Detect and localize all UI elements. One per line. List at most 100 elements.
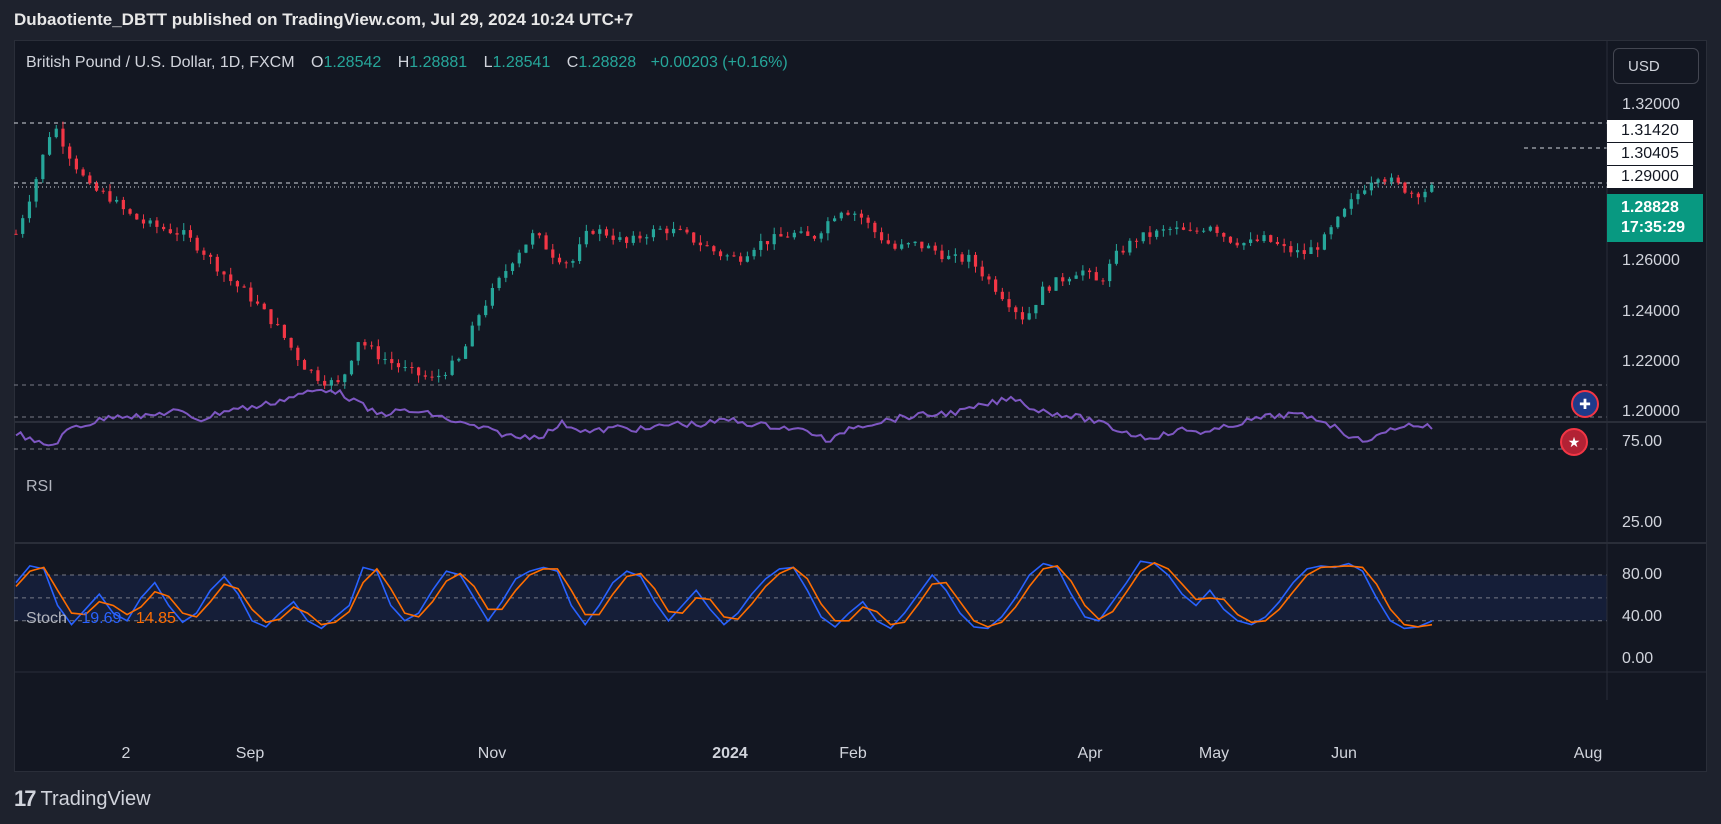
candle-body bbox=[792, 232, 796, 238]
candle-body bbox=[1416, 193, 1420, 198]
level-label-3: 1.29000 bbox=[1607, 166, 1693, 188]
candle-body bbox=[812, 235, 817, 239]
candle-body bbox=[832, 218, 837, 222]
candle-body bbox=[141, 219, 146, 224]
candle-body bbox=[27, 201, 32, 219]
stoch-tick-label: 40.00 bbox=[1622, 608, 1662, 625]
candle-body bbox=[1108, 263, 1112, 282]
legend-open: 1.28542 bbox=[323, 54, 382, 71]
legend-low-label: L bbox=[483, 54, 493, 71]
candle-body bbox=[1007, 299, 1011, 308]
candle-body bbox=[1369, 182, 1373, 191]
candle-body bbox=[1081, 270, 1085, 276]
stoch-label: Stoch bbox=[26, 610, 67, 627]
candle-body bbox=[1262, 235, 1266, 242]
candle-body bbox=[1141, 232, 1145, 242]
legend-low: 1.28541 bbox=[492, 54, 551, 71]
candle-body bbox=[349, 360, 354, 375]
candle-body bbox=[34, 179, 38, 202]
rsi-tick-label: 75.00 bbox=[1622, 433, 1662, 450]
candle-body bbox=[1302, 250, 1306, 255]
candle-body bbox=[1275, 241, 1280, 245]
candle-body bbox=[1000, 291, 1004, 300]
candle-body bbox=[188, 230, 193, 238]
candle-body bbox=[987, 276, 991, 280]
candle-body bbox=[913, 241, 917, 244]
candle-body bbox=[1423, 191, 1427, 198]
candle-body bbox=[598, 229, 602, 234]
candle-body bbox=[1295, 250, 1300, 253]
legend-change: +0.00203 (+0.16%) bbox=[650, 54, 788, 71]
candle-body bbox=[390, 359, 394, 364]
candle-body bbox=[645, 237, 649, 239]
candle-body bbox=[443, 374, 448, 376]
candle-body bbox=[846, 212, 850, 215]
candle-body bbox=[410, 367, 414, 369]
rsi-tick-label: 25.00 bbox=[1622, 514, 1662, 531]
candle-body bbox=[678, 228, 682, 230]
candle-body bbox=[1208, 226, 1212, 231]
price-tick-label: 1.22000 bbox=[1622, 353, 1680, 370]
stoch-d-line bbox=[15, 561, 1433, 628]
time-tick-label: Feb bbox=[839, 745, 867, 762]
candle-body bbox=[463, 346, 468, 359]
candle-body bbox=[1188, 229, 1192, 231]
candle-body bbox=[544, 235, 548, 250]
stoch-k-line bbox=[15, 560, 1433, 630]
currency-button[interactable]: USD bbox=[1613, 48, 1699, 84]
candle-body bbox=[1134, 240, 1139, 242]
candle-body bbox=[1014, 307, 1018, 313]
candle-body bbox=[906, 243, 911, 245]
candle-body bbox=[54, 128, 58, 138]
candle-body bbox=[1249, 239, 1253, 243]
candle-body bbox=[370, 345, 374, 347]
candle-body bbox=[578, 244, 582, 262]
rsi-label: RSI bbox=[26, 478, 53, 495]
candle-body bbox=[148, 220, 152, 224]
candle-body bbox=[671, 228, 676, 234]
candle-body bbox=[739, 256, 743, 262]
candle-body bbox=[363, 342, 367, 346]
candle-body bbox=[1222, 232, 1226, 237]
candle-body bbox=[88, 175, 92, 184]
legend-close-label: C bbox=[566, 54, 579, 71]
stoch-pane bbox=[14, 560, 1607, 630]
candle-body bbox=[356, 342, 360, 361]
chart-area[interactable] bbox=[14, 40, 1707, 772]
candle-body bbox=[222, 271, 226, 275]
candle-body bbox=[1309, 247, 1313, 255]
candle-body bbox=[624, 237, 629, 243]
candle-body bbox=[1027, 313, 1031, 320]
candle-body bbox=[1396, 177, 1400, 183]
footer-brand[interactable]: 17 TradingView bbox=[14, 786, 151, 812]
candle-body bbox=[121, 199, 125, 210]
candle-body bbox=[1041, 286, 1045, 305]
candle-body bbox=[1349, 199, 1353, 209]
gbp-flag-icon[interactable]: ✚ bbox=[1571, 390, 1599, 418]
tradingview-brand: TradingView bbox=[40, 787, 151, 810]
candle-body bbox=[524, 244, 528, 253]
candle-body bbox=[752, 249, 756, 257]
candle-body bbox=[1195, 230, 1199, 232]
candle-body bbox=[1269, 235, 1273, 242]
rsi-pane bbox=[14, 384, 1607, 450]
candle-body bbox=[1316, 247, 1320, 250]
candle-body bbox=[638, 235, 642, 239]
candle-body bbox=[235, 281, 240, 287]
candle-body bbox=[296, 347, 300, 361]
candle-body bbox=[571, 261, 575, 263]
level-label-2: 1.30405 bbox=[1607, 143, 1693, 165]
usd-flag-icon[interactable]: ★ bbox=[1560, 428, 1588, 456]
candle-body bbox=[517, 252, 521, 264]
candle-body bbox=[1363, 190, 1367, 194]
stoch-k-value: 19.69 bbox=[81, 610, 122, 627]
time-tick-label: May bbox=[1199, 745, 1229, 762]
time-tick-label: 2024 bbox=[712, 745, 748, 762]
candle-body bbox=[81, 169, 85, 176]
candle-body bbox=[786, 236, 790, 238]
candle-body bbox=[336, 380, 340, 383]
candle-body bbox=[1087, 270, 1092, 273]
candle-body bbox=[839, 212, 843, 219]
candle-body bbox=[1101, 280, 1105, 282]
